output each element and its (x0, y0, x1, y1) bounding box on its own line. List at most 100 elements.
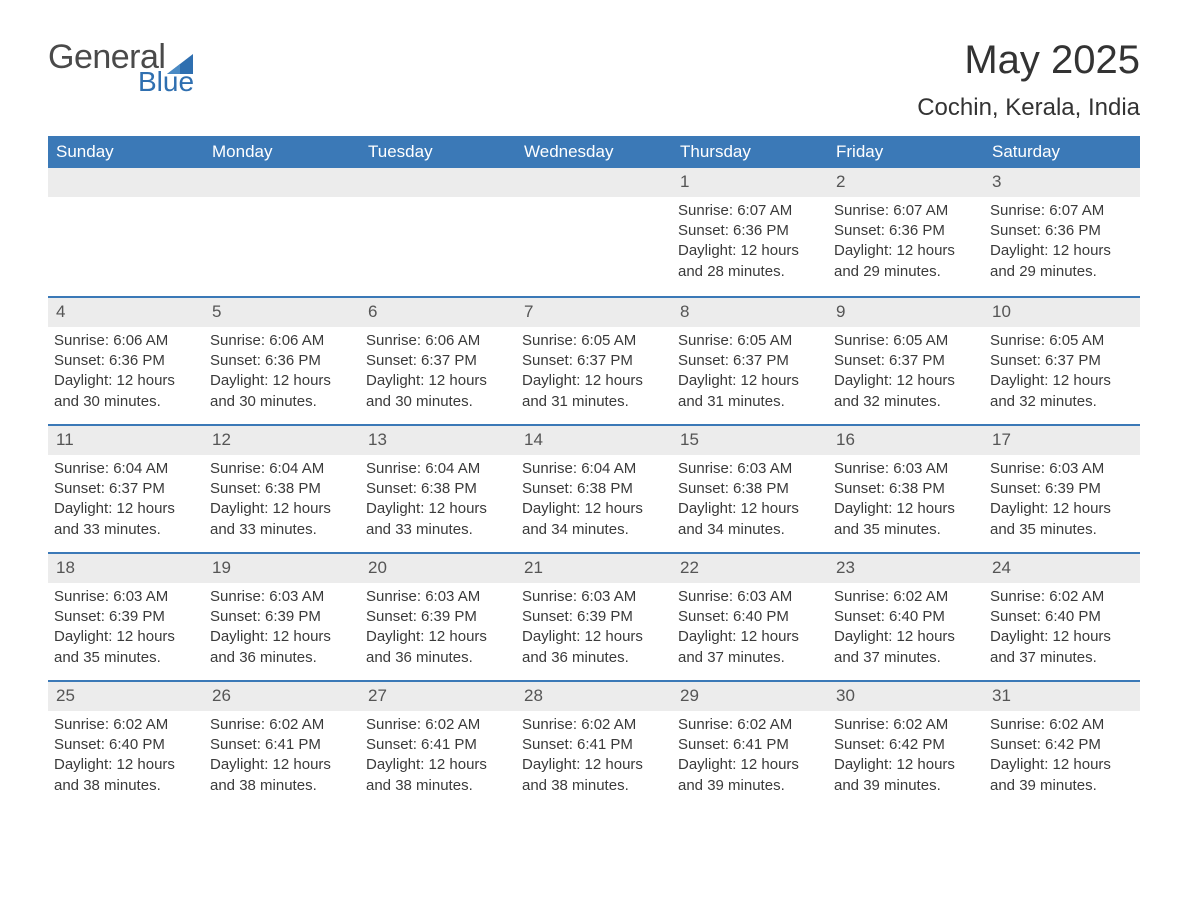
calendar-day-empty (516, 168, 672, 296)
sunset-line: Sunset: 6:36 PM (54, 351, 198, 371)
day-number: 31 (984, 682, 1140, 711)
sunrise-line: Sunrise: 6:02 AM (54, 715, 198, 735)
daylight-line: Daylight: 12 hours and 32 minutes. (834, 371, 978, 412)
calendar-day-empty (204, 168, 360, 296)
daylight-line: Daylight: 12 hours and 29 minutes. (990, 241, 1134, 282)
day-details: Sunrise: 6:04 AMSunset: 6:38 PMDaylight:… (522, 459, 666, 540)
sunset-line: Sunset: 6:41 PM (210, 735, 354, 755)
daylight-line: Daylight: 12 hours and 30 minutes. (210, 371, 354, 412)
day-number: 5 (204, 298, 360, 327)
sunset-line: Sunset: 6:36 PM (990, 221, 1134, 241)
sunset-line: Sunset: 6:37 PM (366, 351, 510, 371)
day-number: 6 (360, 298, 516, 327)
sunrise-line: Sunrise: 6:05 AM (990, 331, 1134, 351)
day-details: Sunrise: 6:03 AMSunset: 6:39 PMDaylight:… (210, 587, 354, 668)
calendar-page: General Blue May 2025 Cochin, Kerala, In… (0, 0, 1188, 918)
sunrise-line: Sunrise: 6:05 AM (834, 331, 978, 351)
day-details: Sunrise: 6:02 AMSunset: 6:41 PMDaylight:… (678, 715, 822, 796)
sunrise-line: Sunrise: 6:03 AM (54, 587, 198, 607)
calendar-day: 19Sunrise: 6:03 AMSunset: 6:39 PMDayligh… (204, 554, 360, 680)
day-number: 25 (48, 682, 204, 711)
day-number: 3 (984, 168, 1140, 197)
sunrise-line: Sunrise: 6:03 AM (678, 587, 822, 607)
sunset-line: Sunset: 6:36 PM (210, 351, 354, 371)
brand-line2: Blue (138, 68, 194, 96)
daylight-line: Daylight: 12 hours and 31 minutes. (678, 371, 822, 412)
calendar-week: 25Sunrise: 6:02 AMSunset: 6:40 PMDayligh… (48, 680, 1140, 808)
calendar-day-empty (360, 168, 516, 296)
weekday-tuesday: Tuesday (360, 136, 516, 168)
calendar-day: 13Sunrise: 6:04 AMSunset: 6:38 PMDayligh… (360, 426, 516, 552)
calendar-day: 31Sunrise: 6:02 AMSunset: 6:42 PMDayligh… (984, 682, 1140, 808)
daylight-line: Daylight: 12 hours and 30 minutes. (366, 371, 510, 412)
sunrise-line: Sunrise: 6:07 AM (834, 201, 978, 221)
day-number: 27 (360, 682, 516, 711)
header: General Blue May 2025 Cochin, Kerala, In… (48, 40, 1140, 122)
sunset-line: Sunset: 6:39 PM (210, 607, 354, 627)
sunset-line: Sunset: 6:41 PM (678, 735, 822, 755)
daylight-line: Daylight: 12 hours and 39 minutes. (990, 755, 1134, 796)
calendar-day: 12Sunrise: 6:04 AMSunset: 6:38 PMDayligh… (204, 426, 360, 552)
day-number: 7 (516, 298, 672, 327)
sunset-line: Sunset: 6:40 PM (990, 607, 1134, 627)
sunset-line: Sunset: 6:40 PM (678, 607, 822, 627)
sunset-line: Sunset: 6:41 PM (366, 735, 510, 755)
daylight-line: Daylight: 12 hours and 32 minutes. (990, 371, 1134, 412)
day-details: Sunrise: 6:03 AMSunset: 6:38 PMDaylight:… (678, 459, 822, 540)
weekday-sunday: Sunday (48, 136, 204, 168)
day-details: Sunrise: 6:02 AMSunset: 6:41 PMDaylight:… (366, 715, 510, 796)
day-details: Sunrise: 6:02 AMSunset: 6:41 PMDaylight:… (522, 715, 666, 796)
day-number (360, 168, 516, 197)
calendar-day: 11Sunrise: 6:04 AMSunset: 6:37 PMDayligh… (48, 426, 204, 552)
sunrise-line: Sunrise: 6:06 AM (210, 331, 354, 351)
sunrise-line: Sunrise: 6:02 AM (990, 587, 1134, 607)
calendar-week: 18Sunrise: 6:03 AMSunset: 6:39 PMDayligh… (48, 552, 1140, 680)
day-details: Sunrise: 6:02 AMSunset: 6:40 PMDaylight:… (990, 587, 1134, 668)
day-details: Sunrise: 6:04 AMSunset: 6:37 PMDaylight:… (54, 459, 198, 540)
day-details: Sunrise: 6:02 AMSunset: 6:40 PMDaylight:… (834, 587, 978, 668)
day-details: Sunrise: 6:03 AMSunset: 6:40 PMDaylight:… (678, 587, 822, 668)
day-number (516, 168, 672, 197)
day-details: Sunrise: 6:02 AMSunset: 6:42 PMDaylight:… (834, 715, 978, 796)
calendar-body: 1Sunrise: 6:07 AMSunset: 6:36 PMDaylight… (48, 168, 1140, 808)
sunrise-line: Sunrise: 6:02 AM (834, 715, 978, 735)
calendar-week: 1Sunrise: 6:07 AMSunset: 6:36 PMDaylight… (48, 168, 1140, 296)
day-details: Sunrise: 6:02 AMSunset: 6:40 PMDaylight:… (54, 715, 198, 796)
daylight-line: Daylight: 12 hours and 29 minutes. (834, 241, 978, 282)
sunset-line: Sunset: 6:42 PM (990, 735, 1134, 755)
day-details: Sunrise: 6:07 AMSunset: 6:36 PMDaylight:… (834, 201, 978, 282)
calendar-day: 23Sunrise: 6:02 AMSunset: 6:40 PMDayligh… (828, 554, 984, 680)
day-number: 4 (48, 298, 204, 327)
daylight-line: Daylight: 12 hours and 36 minutes. (366, 627, 510, 668)
daylight-line: Daylight: 12 hours and 28 minutes. (678, 241, 822, 282)
calendar-day: 9Sunrise: 6:05 AMSunset: 6:37 PMDaylight… (828, 298, 984, 424)
sunrise-line: Sunrise: 6:02 AM (522, 715, 666, 735)
daylight-line: Daylight: 12 hours and 33 minutes. (210, 499, 354, 540)
daylight-line: Daylight: 12 hours and 33 minutes. (366, 499, 510, 540)
sunset-line: Sunset: 6:40 PM (54, 735, 198, 755)
calendar-day: 10Sunrise: 6:05 AMSunset: 6:37 PMDayligh… (984, 298, 1140, 424)
sunrise-line: Sunrise: 6:02 AM (210, 715, 354, 735)
calendar-day: 21Sunrise: 6:03 AMSunset: 6:39 PMDayligh… (516, 554, 672, 680)
day-details: Sunrise: 6:06 AMSunset: 6:36 PMDaylight:… (210, 331, 354, 412)
sunrise-line: Sunrise: 6:03 AM (678, 459, 822, 479)
day-number: 20 (360, 554, 516, 583)
daylight-line: Daylight: 12 hours and 36 minutes. (522, 627, 666, 668)
sunrise-line: Sunrise: 6:06 AM (54, 331, 198, 351)
sunrise-line: Sunrise: 6:04 AM (366, 459, 510, 479)
daylight-line: Daylight: 12 hours and 35 minutes. (834, 499, 978, 540)
day-number: 30 (828, 682, 984, 711)
sunset-line: Sunset: 6:37 PM (522, 351, 666, 371)
calendar-day: 15Sunrise: 6:03 AMSunset: 6:38 PMDayligh… (672, 426, 828, 552)
calendar-day: 28Sunrise: 6:02 AMSunset: 6:41 PMDayligh… (516, 682, 672, 808)
sunrise-line: Sunrise: 6:05 AM (522, 331, 666, 351)
day-details: Sunrise: 6:06 AMSunset: 6:37 PMDaylight:… (366, 331, 510, 412)
calendar-day: 16Sunrise: 6:03 AMSunset: 6:38 PMDayligh… (828, 426, 984, 552)
sunset-line: Sunset: 6:39 PM (366, 607, 510, 627)
day-number: 21 (516, 554, 672, 583)
day-details: Sunrise: 6:05 AMSunset: 6:37 PMDaylight:… (990, 331, 1134, 412)
calendar-day: 29Sunrise: 6:02 AMSunset: 6:41 PMDayligh… (672, 682, 828, 808)
day-number: 24 (984, 554, 1140, 583)
daylight-line: Daylight: 12 hours and 38 minutes. (54, 755, 198, 796)
day-number: 9 (828, 298, 984, 327)
